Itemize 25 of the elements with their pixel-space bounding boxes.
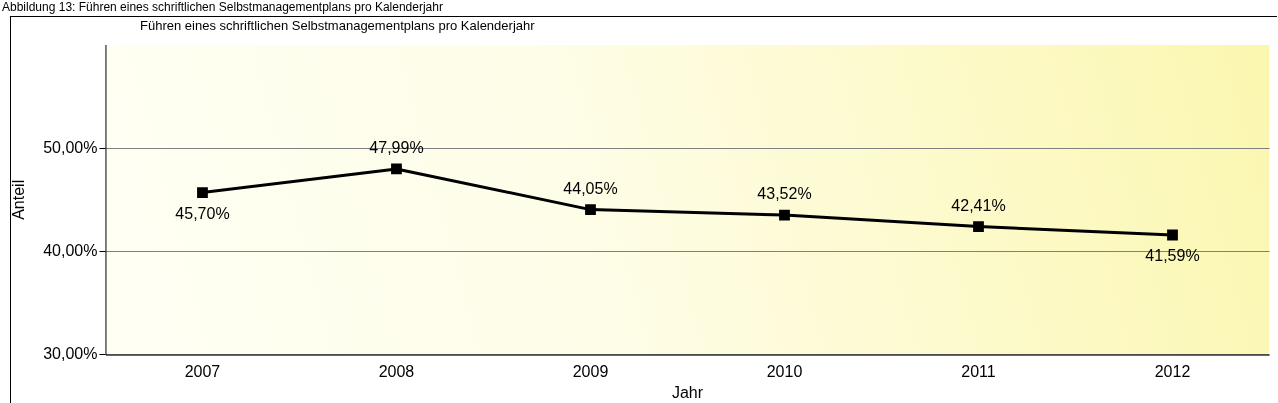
point — [585, 204, 596, 215]
point — [197, 187, 208, 198]
data-label: 47,99% — [369, 139, 424, 157]
y-axis-title: Anteil — [10, 179, 28, 220]
data-label: 45,70% — [175, 204, 230, 222]
point — [779, 209, 790, 221]
y-tick-label: 30,00% — [43, 345, 98, 363]
x-tick-label: 2008 — [378, 362, 415, 380]
data-label: 44,05% — [563, 180, 618, 198]
x-axis-title: Jahr — [671, 383, 704, 401]
chart-subtitle: Führen eines schriftlichen Selbstmanagementplans pro Kalenderjahr — [140, 17, 535, 35]
y-tick-label: 50,00% — [43, 138, 98, 156]
x-tick-label: 2009 — [572, 362, 609, 380]
x-tick-label: 2011 — [961, 362, 996, 380]
y-tick-label: 40,00% — [43, 241, 98, 259]
data-label: 43,52% — [757, 185, 812, 203]
x-tick-label: 2012 — [1154, 362, 1191, 380]
x-tick-label: 2007 — [184, 362, 221, 380]
x-tick-label: 2010 — [766, 362, 803, 380]
data-label: 42,41% — [951, 196, 1006, 214]
point — [973, 221, 984, 232]
data-label: 41,59% — [1145, 247, 1200, 265]
point — [1167, 229, 1178, 241]
chart-title: Abbildung 13: Führen eines schriftlichen Selbstmanagementplans pro Kalenderjahr — [2, 0, 443, 14]
point — [391, 163, 402, 175]
